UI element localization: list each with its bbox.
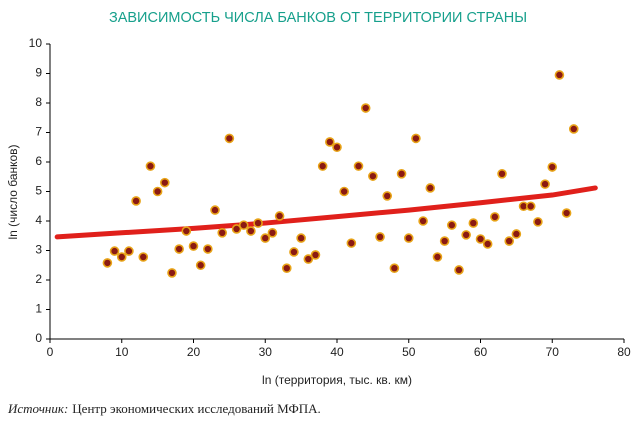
point xyxy=(246,226,256,236)
point xyxy=(296,233,306,243)
x-tick-label: 60 xyxy=(474,345,488,359)
point xyxy=(260,233,271,243)
point xyxy=(482,239,493,249)
point xyxy=(468,218,479,228)
point xyxy=(231,224,242,234)
point xyxy=(325,137,335,147)
point xyxy=(375,232,385,242)
y-tick-label: 10 xyxy=(29,36,43,50)
point xyxy=(511,229,522,239)
point xyxy=(131,196,141,206)
point xyxy=(497,169,507,179)
y-tick-label: 4 xyxy=(35,213,42,227)
point xyxy=(174,244,184,254)
point xyxy=(217,228,227,238)
point xyxy=(475,234,486,244)
y-tick-label: 6 xyxy=(35,154,42,168)
point xyxy=(188,241,199,251)
point xyxy=(317,161,328,171)
point xyxy=(145,161,156,171)
point xyxy=(152,186,163,197)
x-tick-label: 70 xyxy=(546,345,560,359)
point xyxy=(203,244,213,254)
point xyxy=(274,211,285,221)
y-tick-label: 1 xyxy=(35,302,42,316)
point xyxy=(360,103,371,113)
x-tick-label: 10 xyxy=(115,345,129,359)
point xyxy=(303,254,314,264)
point xyxy=(568,124,579,134)
point xyxy=(167,268,177,278)
x-axis-label: ln (территория, тыс. кв. км) xyxy=(262,373,412,387)
y-tick-label: 0 xyxy=(35,331,42,345)
y-tick-label: 5 xyxy=(35,184,42,198)
point xyxy=(210,205,220,215)
point xyxy=(554,70,565,80)
y-tick-label: 7 xyxy=(35,125,42,139)
point xyxy=(224,133,235,144)
point xyxy=(310,250,321,260)
trend-line xyxy=(54,185,598,240)
point xyxy=(116,252,127,262)
source-label: Источник: xyxy=(7,401,68,416)
point xyxy=(547,162,558,172)
point xyxy=(267,228,278,238)
y-tick-label: 9 xyxy=(35,66,42,80)
x-tick-label: 0 xyxy=(47,345,54,359)
point xyxy=(181,226,192,236)
point xyxy=(124,246,134,256)
point xyxy=(403,233,414,243)
point xyxy=(289,247,299,257)
point xyxy=(446,220,457,230)
point xyxy=(432,252,443,262)
point xyxy=(346,238,357,248)
source-text: Центр экономических исследований МФПА. xyxy=(72,401,321,416)
point xyxy=(195,260,206,271)
point xyxy=(396,169,407,179)
point xyxy=(281,263,292,274)
point xyxy=(389,263,400,274)
point xyxy=(102,258,113,268)
point xyxy=(490,212,500,222)
point xyxy=(461,230,471,240)
point xyxy=(160,177,170,188)
point xyxy=(561,208,572,218)
point xyxy=(540,179,550,189)
point xyxy=(411,133,421,144)
point xyxy=(253,218,263,228)
point xyxy=(525,201,536,212)
point xyxy=(109,246,120,256)
x-tick-label: 50 xyxy=(402,345,416,359)
point xyxy=(504,236,515,246)
x-tick-label: 30 xyxy=(259,345,273,359)
y-tick-label: 3 xyxy=(35,243,42,257)
chart-title: ЗАВИСИМОСТЬ ЧИСЛА БАНКОВ ОТ ТЕРРИТОРИИ С… xyxy=(109,10,527,26)
y-tick-label: 2 xyxy=(35,272,42,286)
point xyxy=(533,217,543,227)
point xyxy=(382,191,393,201)
x-tick-label: 80 xyxy=(617,345,631,359)
point xyxy=(339,186,349,197)
point xyxy=(368,171,378,181)
point xyxy=(454,265,464,275)
point xyxy=(353,161,364,171)
y-tick-label: 8 xyxy=(35,95,42,109)
x-tick-label: 40 xyxy=(330,345,344,359)
point xyxy=(439,236,450,246)
point xyxy=(332,142,342,153)
x-tick-label: 20 xyxy=(187,345,201,359)
point xyxy=(418,216,428,226)
point xyxy=(138,252,149,262)
point xyxy=(425,183,436,193)
y-axis-label: ln (число банков) xyxy=(6,144,20,239)
point xyxy=(238,220,249,230)
source: Источник: Центр экономических исследовани… xyxy=(7,401,321,416)
